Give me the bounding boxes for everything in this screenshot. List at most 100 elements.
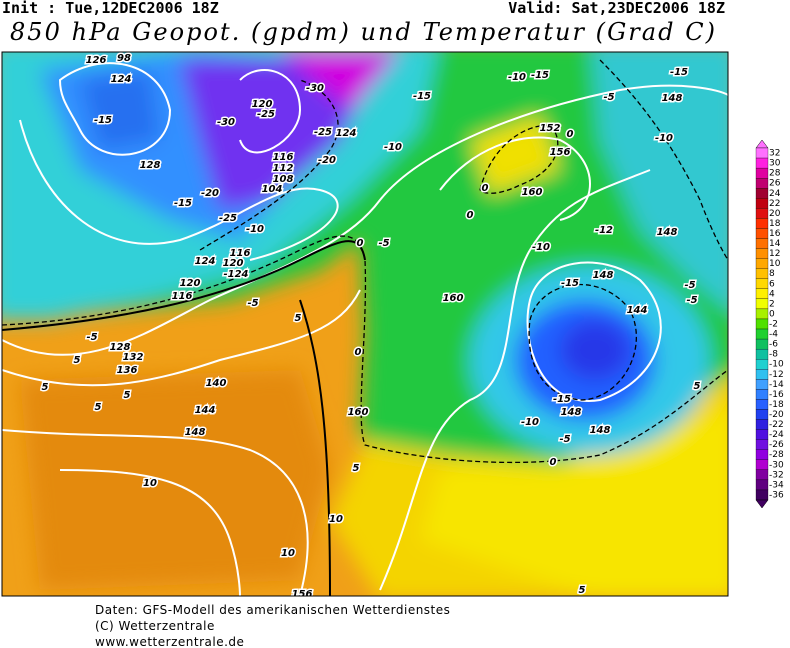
contour-label: -25 [257, 109, 275, 120]
contour-label: 108 [273, 174, 294, 185]
contour-label: -124 [223, 269, 248, 280]
contour-label: 128 [110, 342, 131, 353]
colorbar-swatch [755, 409, 769, 420]
colorbar-swatch [755, 218, 769, 229]
colorbar-label: 32 [769, 149, 780, 159]
colorbar-label: -26 [769, 440, 784, 450]
contour-label: -15 [553, 394, 571, 405]
contour-label: -15 [670, 67, 688, 78]
colorbar-swatch [755, 198, 769, 209]
colorbar-swatch [755, 399, 769, 410]
colorbar-label: 2 [769, 299, 775, 309]
contour-label: 5 [42, 382, 49, 393]
contour-label: 5 [95, 402, 102, 413]
contour-label: -5 [86, 332, 97, 343]
colorbar-label: -36 [769, 490, 784, 500]
colorbar-label: 8 [769, 269, 775, 279]
contour-label: -15 [174, 198, 192, 209]
contour-label: 126 [86, 55, 107, 66]
colorbar-label: -24 [769, 430, 784, 440]
valid-time: Valid: Sat,23DEC2006 18Z [508, 0, 725, 17]
contour-label: -20 [318, 155, 336, 166]
colorbar-swatch [755, 288, 769, 300]
colorbar-swatch [755, 248, 769, 259]
contour-label: -10 [655, 133, 673, 144]
contour-label: -10 [532, 242, 550, 253]
contour-label: -5 [378, 238, 389, 249]
contour-label: 120 [252, 99, 273, 110]
colorbar-swatch [755, 328, 769, 340]
colorbar-swatch [755, 258, 769, 269]
footer-copyright: (C) Wetterzentrale [95, 619, 215, 633]
contour-label: 112 [273, 163, 294, 174]
colorbar-label: -8 [769, 350, 778, 360]
colorbar-swatch [755, 338, 769, 350]
colorbar-swatch [755, 348, 769, 360]
contour-label: 0 [467, 210, 474, 221]
colorbar-label: -32 [769, 470, 784, 480]
colorbar-label: -28 [769, 450, 784, 460]
contour-label: 10 [329, 514, 343, 525]
contour-label: -25 [219, 213, 237, 224]
isotherms [2, 59, 728, 464]
contour-label: 116 [273, 152, 294, 163]
colorbar-swatch [755, 308, 769, 320]
colorbar-label: -2 [769, 320, 778, 330]
colorbar: 32302826242220181614121086420-2-4-6-8-10… [755, 139, 784, 509]
colorbar-swatch [755, 178, 769, 189]
colorbar-label: -18 [769, 400, 784, 410]
contour-label: 156 [550, 147, 571, 158]
contour-label: 128 [140, 160, 161, 171]
colorbar-label: -14 [769, 380, 784, 390]
contour-label: -10 [521, 417, 539, 428]
footer-url: www.wetterzentrale.de [95, 635, 244, 648]
contour-label: 148 [185, 427, 206, 438]
isobars [2, 62, 728, 596]
colorbar-label: -10 [769, 360, 784, 370]
contour-label: 156 [292, 589, 313, 600]
colorbar-swatch [755, 479, 769, 491]
colorbar-bottom-arrow [755, 499, 769, 509]
contour-label: -15 [413, 91, 431, 102]
contour-label: 132 [123, 352, 144, 363]
contour-label: 10 [143, 478, 157, 489]
contour-label: 5 [353, 463, 360, 474]
contour-label: 5 [295, 313, 302, 324]
contour-label: 5 [579, 585, 586, 596]
map-title: 850 hPa Geopot. (gpdm) und Temperatur (G… [10, 18, 715, 46]
colorbar-swatch [755, 429, 769, 440]
contour-label: 120 [223, 258, 244, 269]
colorbar-swatch [755, 167, 769, 179]
colorbar-swatch [755, 268, 769, 279]
contour-label: -15 [94, 115, 112, 126]
contour-label: 148 [593, 270, 614, 281]
colorbar-swatch [755, 439, 769, 450]
contour-label: 144 [195, 405, 216, 416]
contour-label: 152 [540, 123, 561, 134]
colorbar-swatch [755, 419, 769, 430]
colorbar-swatch [755, 228, 769, 239]
colorbar-label: 22 [769, 199, 780, 209]
colorbar-swatch [755, 298, 769, 310]
contour-label: -12 [595, 225, 613, 236]
colorbar-swatch [755, 157, 769, 169]
colorbar-label: 26 [769, 179, 781, 189]
contour-label: 148 [657, 227, 678, 238]
colorbar-swatch [755, 449, 769, 460]
contour-label: -5 [559, 434, 570, 445]
contour-label: 0 [357, 238, 364, 249]
contour-label: 124 [111, 74, 132, 85]
contour-label: 124 [195, 256, 216, 267]
contour-label: 160 [348, 407, 369, 418]
colorbar-swatch [755, 359, 769, 370]
colorbar-swatch [755, 369, 769, 380]
colorbar-swatch [755, 238, 769, 249]
colorbar-swatch [755, 389, 769, 400]
colorbar-label: 12 [769, 249, 780, 259]
colorbar-swatch [755, 318, 769, 330]
contour-label: 0 [482, 183, 489, 194]
colorbar-label: 10 [769, 259, 781, 269]
contour-label: 10 [281, 548, 295, 559]
colorbar-label: 24 [769, 189, 781, 199]
